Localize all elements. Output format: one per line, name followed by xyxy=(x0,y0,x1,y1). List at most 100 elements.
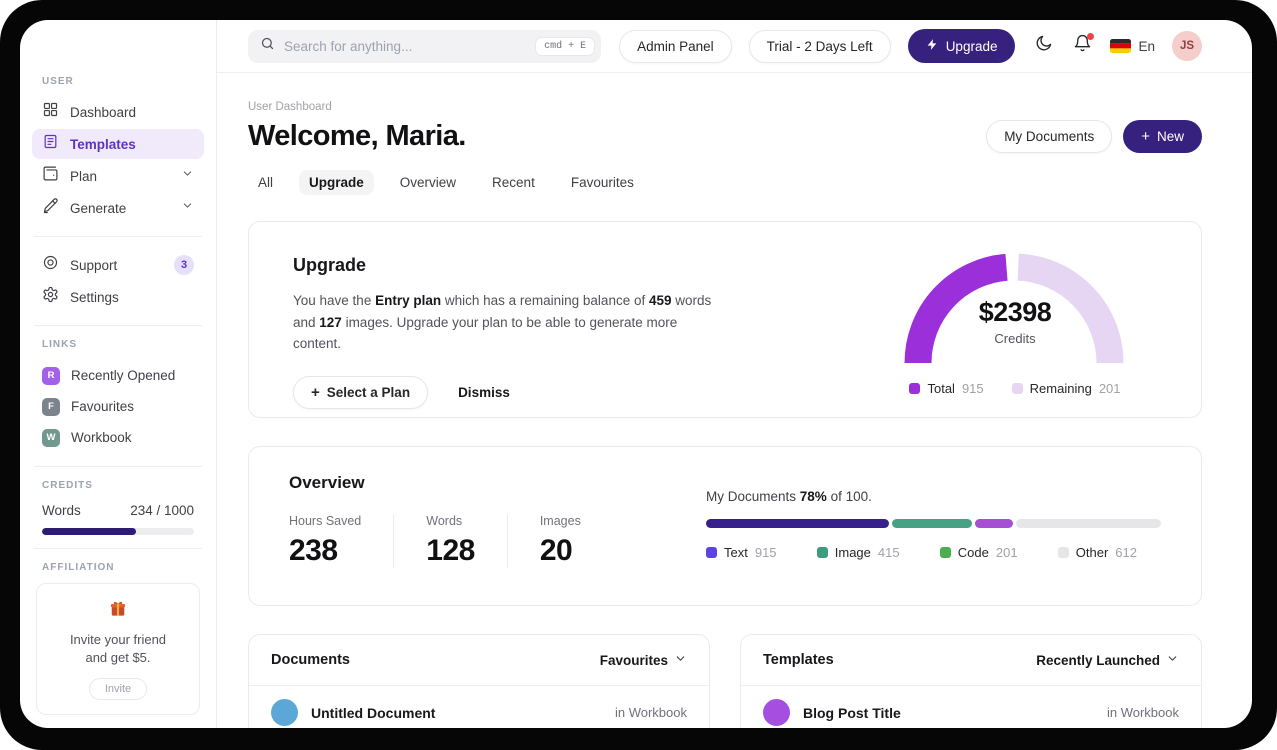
topbar: cmd + E Admin Panel Trial - 2 Days Left … xyxy=(217,20,1252,73)
gift-icon xyxy=(108,601,128,623)
upgrade-button[interactable]: Upgrade xyxy=(907,29,1016,63)
credits-widget: Words 234 / 1000 xyxy=(32,501,204,535)
pencil-icon xyxy=(42,197,59,219)
credits-type-label: Words xyxy=(42,503,81,518)
document-title: Untitled Document xyxy=(311,704,436,721)
tab-upgrade[interactable]: Upgrade xyxy=(299,170,374,195)
credits-value: 234 / 1000 xyxy=(130,503,194,518)
upgrade-description: You have the Entry plan which has a rema… xyxy=(293,293,712,352)
dismiss-button[interactable]: Dismiss xyxy=(458,384,510,400)
select-plan-button[interactable]: + Select a Plan xyxy=(293,375,429,409)
new-button[interactable]: + New xyxy=(1123,120,1202,153)
sidebar-item-label: Settings xyxy=(70,289,119,305)
bar-segment-other xyxy=(1016,519,1161,528)
templates-filter-dropdown[interactable]: Recently Launched xyxy=(1036,652,1179,668)
sidebar-item-settings[interactable]: Settings xyxy=(32,282,204,312)
overview-stats: Hours Saved 238 Words 128 Images 20 xyxy=(289,514,581,568)
sidebar-section-affiliation: AFFILIATION xyxy=(42,562,115,573)
search-icon xyxy=(260,36,275,56)
sidebar-link-recently-opened[interactable]: R Recently Opened xyxy=(32,360,204,391)
sidebar-link-label: Recently Opened xyxy=(71,368,176,383)
lifebuoy-icon xyxy=(42,254,59,276)
german-flag-icon xyxy=(1110,39,1132,53)
sidebar-section-links: LINKS xyxy=(42,339,77,350)
link-initial-badge: F xyxy=(42,397,60,416)
sidebar-link-label: Workbook xyxy=(71,430,132,445)
sidebar-item-label: Generate xyxy=(70,200,127,216)
sidebar-item-support[interactable]: Support 3 xyxy=(32,250,204,280)
tab-overview[interactable]: Overview xyxy=(399,175,457,190)
support-count-badge: 3 xyxy=(174,255,194,275)
filter-tabs: All Upgrade Overview Recent Favourites xyxy=(248,170,1202,195)
template-location: in Workbook xyxy=(1106,705,1179,720)
gauge-center-value: $2398 xyxy=(978,297,1052,327)
sidebar-item-generate[interactable]: Generate xyxy=(32,193,204,223)
notifications-button[interactable] xyxy=(1071,33,1095,57)
trial-status-button[interactable]: Trial - 2 Days Left xyxy=(748,29,891,63)
affiliation-text: Invite your friend and get $5. xyxy=(69,632,167,665)
grid-icon xyxy=(42,101,59,123)
legend-swatch xyxy=(909,383,921,394)
documents-filter-dropdown[interactable]: Favourites xyxy=(600,652,687,668)
sidebar-link-workbook[interactable]: W Workbook xyxy=(32,422,204,453)
my-documents-button[interactable]: My Documents xyxy=(986,120,1113,153)
bar-segment-text xyxy=(706,519,889,528)
upgrade-card-title: Upgrade xyxy=(293,255,367,275)
search-bar[interactable]: cmd + E xyxy=(248,29,602,63)
templates-card: Templates Recently Launched Blog Post Ti… xyxy=(740,634,1202,728)
documents-card: Documents Favourites Untitled Document i… xyxy=(248,634,710,728)
legend-swatch xyxy=(939,547,951,558)
document-location: in Workbook xyxy=(614,705,687,720)
sidebar-section-user: USER xyxy=(42,76,74,87)
language-selector[interactable]: En xyxy=(1110,39,1155,54)
chevron-down-icon xyxy=(1166,652,1179,668)
lightning-bolt-icon xyxy=(926,38,939,54)
gauge-center-caption: Credits xyxy=(994,331,1036,346)
sidebar: USER Dashboard Templates Plan Generate S… xyxy=(20,20,217,728)
dark-mode-toggle[interactable] xyxy=(1032,35,1054,57)
breadcrumb: User Dashboard xyxy=(248,101,332,113)
affiliation-card: Invite your friend and get $5. Invite xyxy=(36,583,200,716)
legend-item-text: Text 915 xyxy=(706,545,777,560)
sidebar-link-label: Favourites xyxy=(71,399,135,414)
tab-favourites[interactable]: Favourites xyxy=(570,175,634,190)
templates-icon xyxy=(42,133,59,155)
bar-segment-code xyxy=(975,519,1014,528)
tab-all[interactable]: All xyxy=(258,175,274,190)
sidebar-item-dashboard[interactable]: Dashboard xyxy=(32,97,204,127)
chevron-down-icon xyxy=(181,199,194,217)
link-initial-badge: R xyxy=(42,366,60,385)
sidebar-item-label: Templates xyxy=(70,136,136,152)
legend-item-total: Total 915 xyxy=(909,381,984,396)
legend-item-code: Code 201 xyxy=(939,545,1018,560)
template-title: Blog Post Title xyxy=(803,704,901,721)
sidebar-item-plan[interactable]: Plan xyxy=(32,161,204,191)
legend-swatch xyxy=(816,547,828,558)
gear-icon xyxy=(42,286,59,308)
document-list-item[interactable]: Untitled Document in Workbook xyxy=(249,686,709,728)
dashboard-content: User Dashboard Welcome, Maria. My Docume… xyxy=(217,73,1252,728)
bar-segment-image xyxy=(891,519,973,528)
legend-item-image: Image 415 xyxy=(816,545,900,560)
template-list-item[interactable]: Blog Post Title in Workbook xyxy=(741,686,1201,728)
link-initial-badge: W xyxy=(42,428,60,447)
sidebar-divider xyxy=(34,466,202,467)
template-avatar xyxy=(763,699,790,726)
sidebar-link-favourites[interactable]: F Favourites xyxy=(32,391,204,422)
credits-gauge-widget: $2398 Credits Total 915 Remaining xyxy=(899,253,1131,417)
documents-card-title: Documents xyxy=(271,652,350,668)
upgrade-card-left: Upgrade You have the Entry plan which ha… xyxy=(293,255,713,417)
credits-progress-track xyxy=(42,528,194,535)
admin-panel-button[interactable]: Admin Panel xyxy=(619,29,732,63)
tab-recent[interactable]: Recent xyxy=(492,175,535,190)
topbar-actions: Admin Panel Trial - 2 Days Left Upgrade … xyxy=(619,29,1202,63)
search-input[interactable] xyxy=(284,38,527,54)
overview-card: Overview Hours Saved 238 Words 128 Image… xyxy=(248,446,1202,606)
invite-button[interactable]: Invite xyxy=(88,678,148,701)
sidebar-item-templates[interactable]: Templates xyxy=(32,129,204,159)
plus-icon: + xyxy=(311,383,320,401)
upgrade-card: Upgrade You have the Entry plan which ha… xyxy=(248,221,1202,418)
user-avatar[interactable]: JS xyxy=(1172,31,1202,61)
notification-dot xyxy=(1087,33,1095,40)
stacked-progress-bar xyxy=(706,519,1161,528)
